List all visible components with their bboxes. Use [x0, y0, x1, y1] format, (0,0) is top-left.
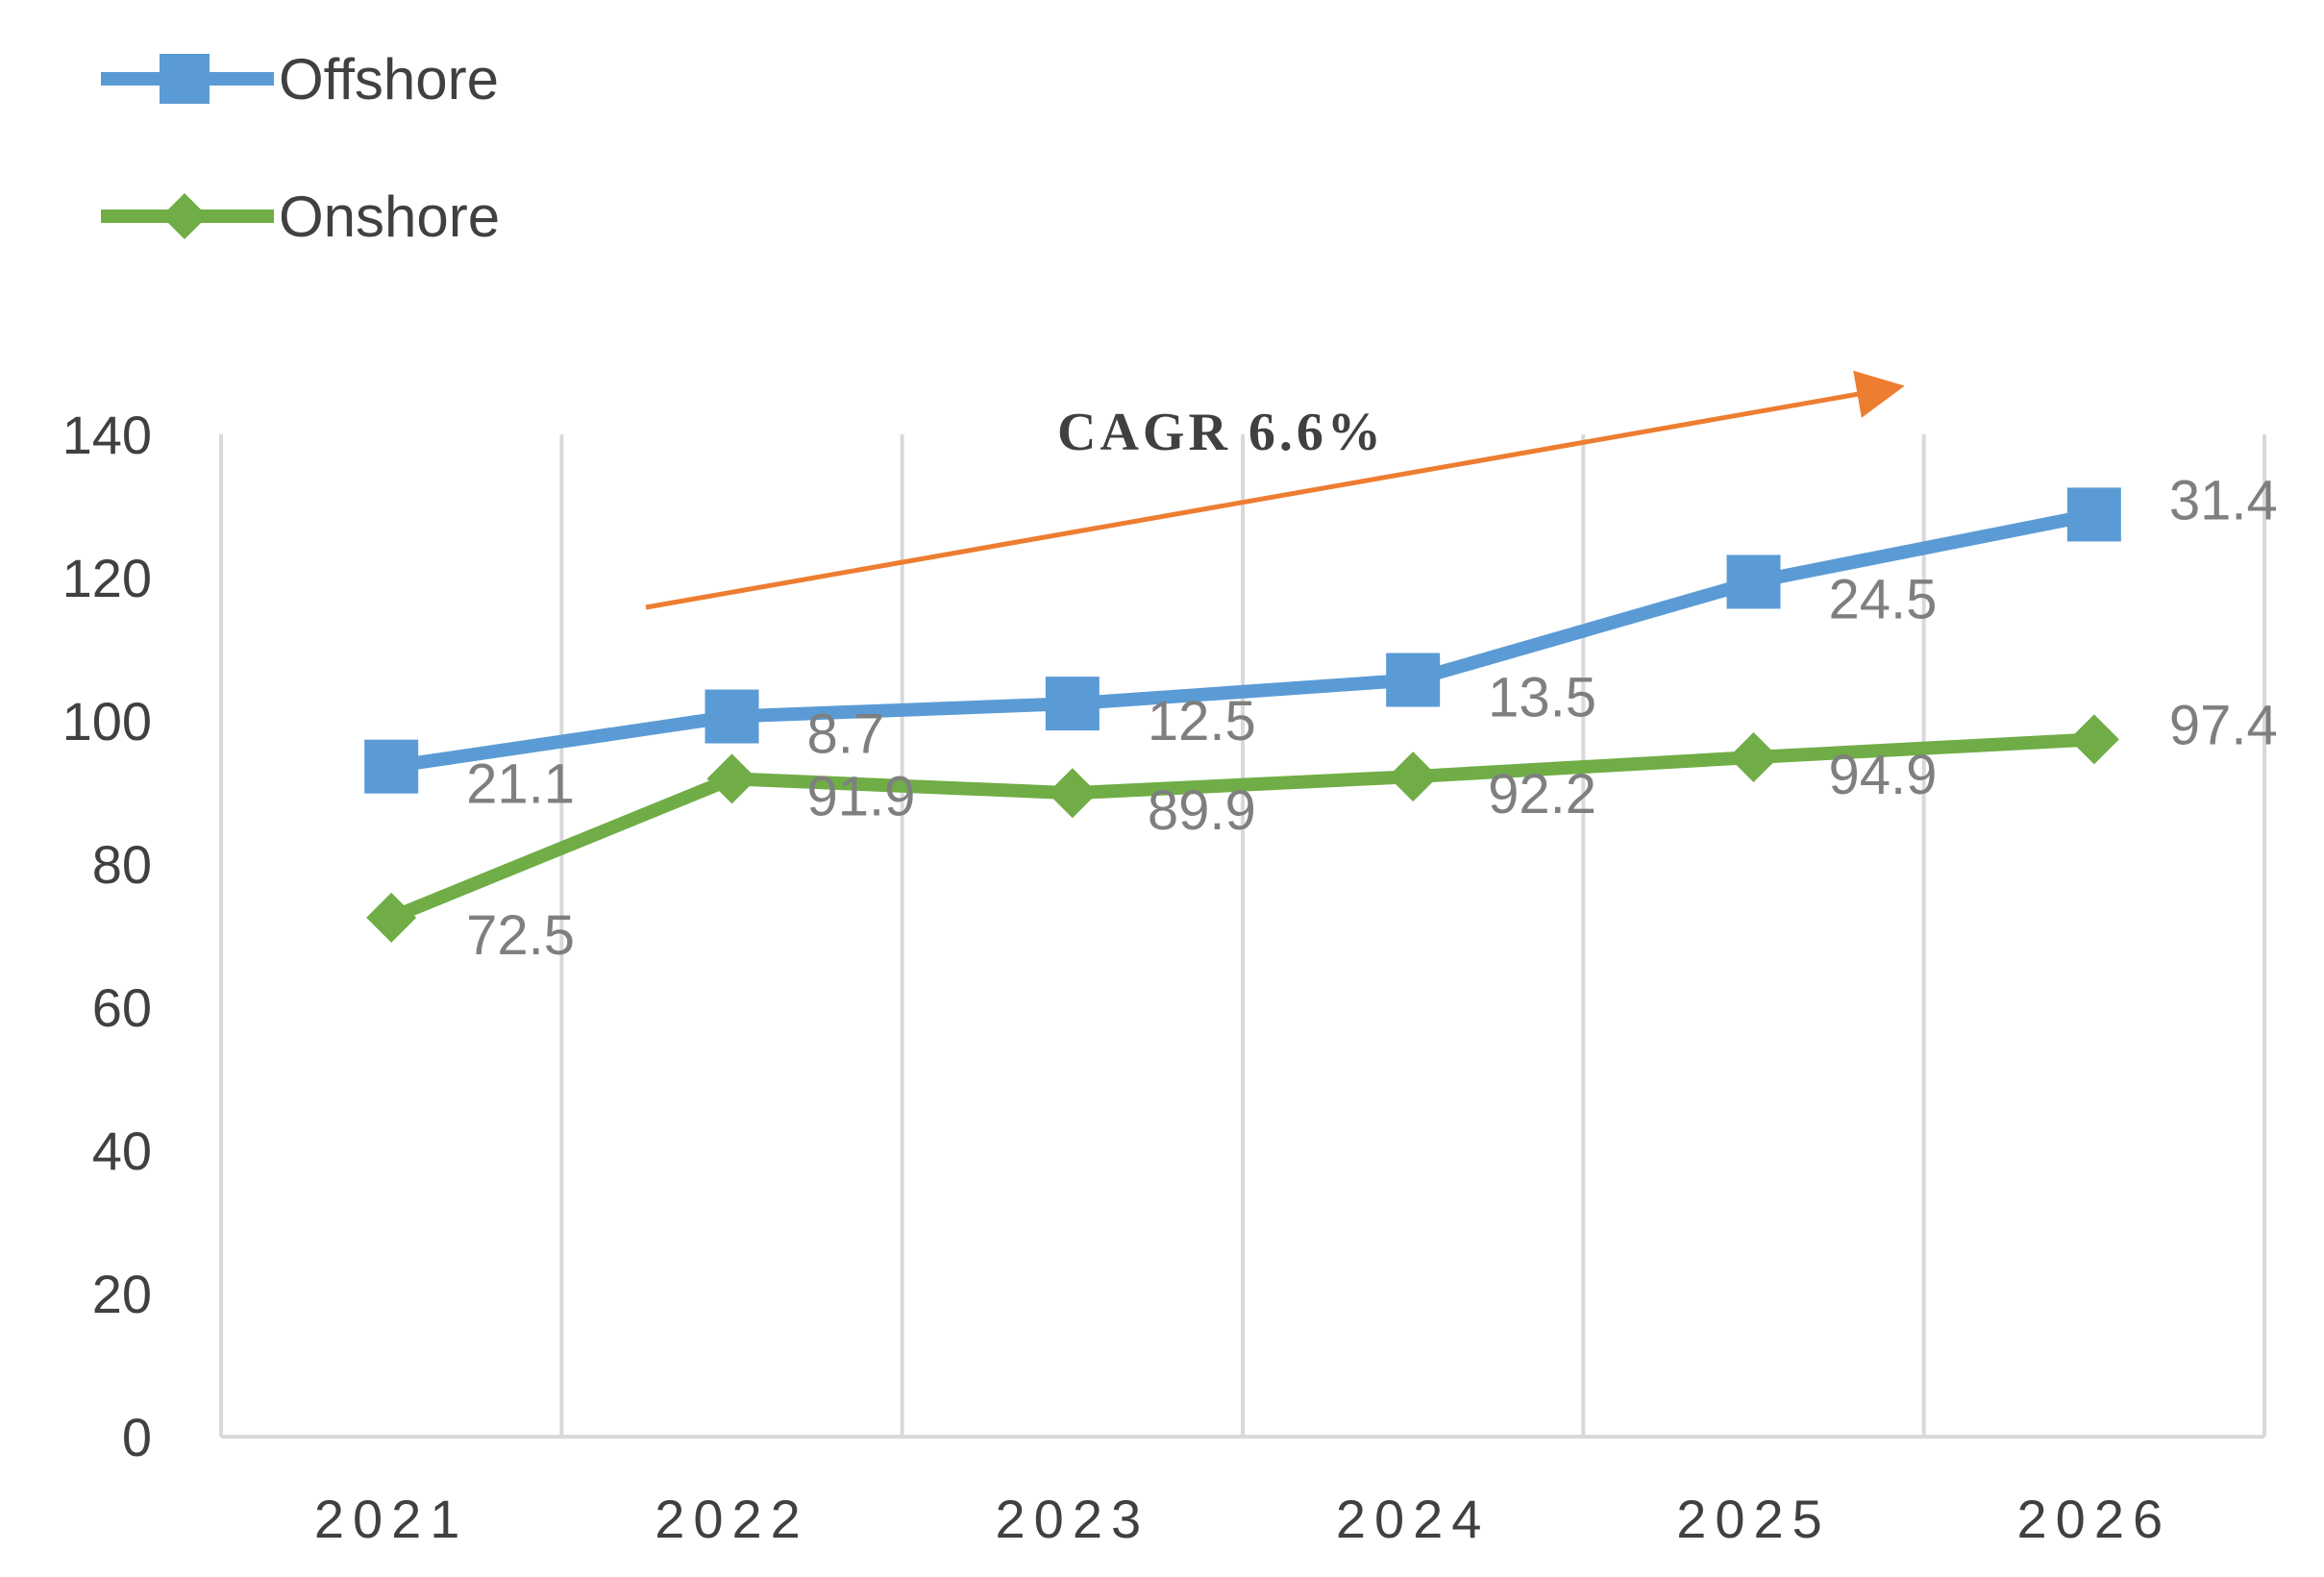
offshore-data-label: 12.5 [1148, 690, 1256, 752]
y-tick-label: 0 [122, 1407, 152, 1467]
onshore-data-label: 92.2 [1488, 763, 1596, 825]
offshore-marker [2066, 487, 2121, 542]
offshore-data-label: 31.4 [2169, 469, 2278, 531]
y-tick-label: 80 [92, 834, 152, 895]
x-tick-label: 2026 [2017, 1489, 2172, 1549]
legend: Offshore Onshore [101, 47, 500, 249]
onshore-marker [1047, 768, 1098, 819]
offshore-marker [1386, 653, 1441, 707]
offshore-data-label: 24.5 [1829, 568, 1938, 630]
onshore-data-label: 72.5 [466, 904, 575, 967]
onshore-marker [1388, 752, 1439, 802]
legend-diamond-marker [161, 193, 208, 239]
onshore-data-label: 89.9 [1148, 779, 1256, 842]
offshore-marker [1045, 677, 1100, 731]
y-tick-label: 120 [62, 548, 152, 608]
series [364, 487, 2121, 943]
data-labels: 21.1 8.7 12.5 13.5 24.5 31.4 72.5 91.9 89.9 92.2 9… [466, 469, 2278, 966]
offshore-data-label: 13.5 [1488, 667, 1596, 729]
x-tick-label: 2021 [314, 1489, 469, 1549]
onshore-data-label: 97.4 [2169, 694, 2278, 756]
x-tick-label: 2023 [996, 1489, 1150, 1549]
offshore-marker [705, 689, 759, 744]
offshore-marker [1726, 554, 1781, 609]
y-tick-label: 140 [62, 405, 152, 465]
x-tick-label: 2022 [655, 1489, 809, 1549]
offshore-marker [364, 739, 419, 794]
onshore-marker [1728, 731, 1779, 782]
onshore-data-label: 94.9 [1829, 744, 1938, 806]
onshore-marker [706, 753, 757, 804]
offshore-data-label: 8.7 [807, 703, 885, 766]
legend-item-offshore: Offshore [101, 47, 499, 111]
cagr-arrow [645, 370, 1905, 610]
legend-label: Onshore [279, 185, 500, 249]
onshore-line [388, 732, 2095, 924]
x-tick-label: 2025 [1676, 1489, 1831, 1549]
cagr-annotation: CAGR 6.6% [645, 370, 1905, 610]
y-tick-label: 40 [92, 1121, 152, 1181]
legend-label: Offshore [279, 47, 499, 111]
y-tick-label: 100 [62, 691, 152, 752]
onshore-marker [2068, 714, 2119, 765]
onshore-marker [366, 892, 417, 943]
x-axis-ticks: 2021 2022 2023 2024 2025 2026 [314, 1489, 2172, 1549]
offshore-line [390, 507, 2096, 774]
legend-square-marker [160, 54, 210, 104]
onshore-data-label: 91.9 [807, 765, 916, 827]
grid [219, 434, 2266, 1439]
legend-item-onshore: Onshore [101, 185, 500, 249]
y-tick-label: 60 [92, 977, 152, 1038]
offshore-data-label: 21.1 [466, 753, 575, 816]
x-tick-label: 2024 [1336, 1489, 1491, 1549]
y-tick-label: 20 [92, 1264, 152, 1324]
cagr-label: CAGR 6.6% [1057, 403, 1385, 462]
y-axis-ticks: 0 20 40 60 80 100 120 140 [62, 405, 152, 1467]
